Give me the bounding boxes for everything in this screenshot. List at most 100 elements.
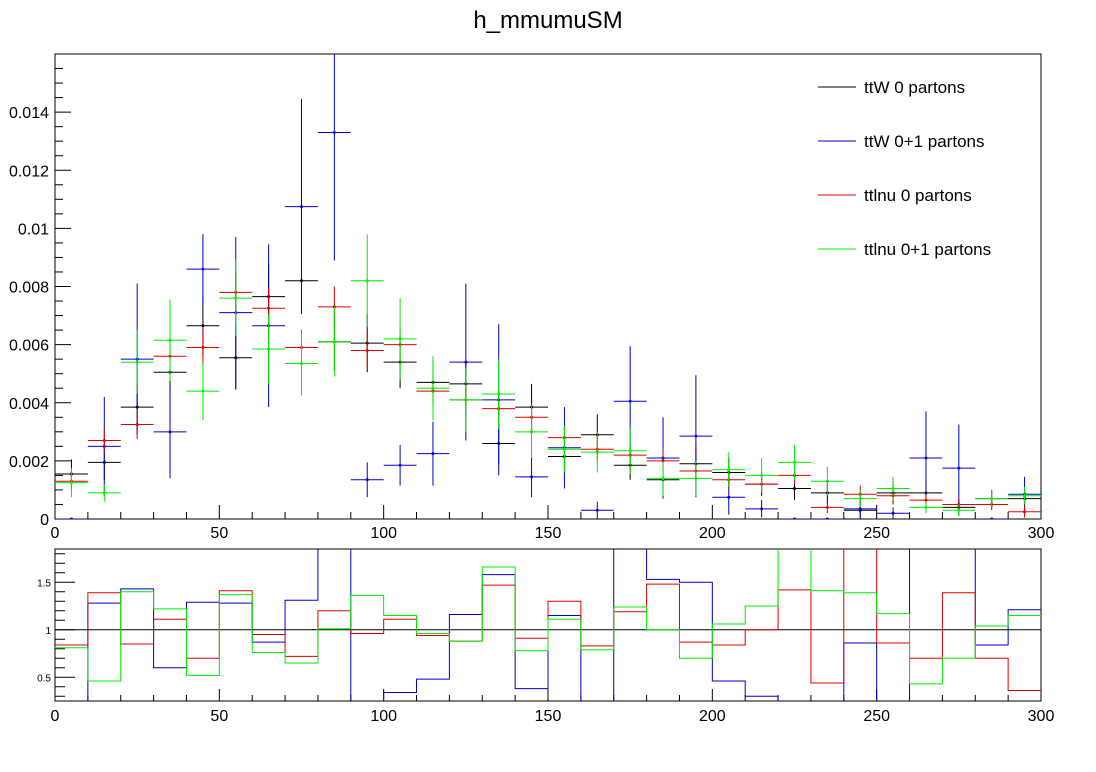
y-tick-label: 0.008 [9,280,49,297]
data-point [793,517,796,519]
ratio-x-tick-label: 100 [370,708,397,725]
data-point [168,338,172,342]
data-point [760,473,764,477]
data-point [530,430,534,434]
ratio-x-tick-label: 300 [1028,708,1055,725]
x-tick-label: 200 [699,525,726,542]
data-point [300,205,303,209]
data-point [891,511,895,515]
main-series-group [55,54,1041,519]
data-point [234,296,238,300]
ratio-y-tick-label: 1.5 [37,578,51,589]
data-point [431,452,435,456]
data-point [365,279,369,283]
data-point [858,497,862,501]
data-point [267,347,271,351]
data-point [267,306,271,310]
ratio-y-tick-label: 1 [45,626,51,637]
x-tick-label: 150 [535,525,562,542]
data-point [694,476,698,480]
data-point [793,460,796,464]
data-point [102,491,106,495]
legend-label: ttlnu 0 partons [864,186,972,205]
x-tick-label: 50 [210,525,228,542]
data-point [69,517,73,519]
ratio-y-tick-label: 0.5 [37,673,51,684]
data-point [760,507,764,511]
data-point [694,434,698,438]
data-point [201,346,205,350]
data-point [69,481,73,485]
data-point [628,399,632,403]
data-point [628,449,632,453]
y-tick-label: 0.01 [18,221,49,238]
ratio-x-tick-label: 200 [699,708,726,725]
legend-label: ttW 0 partons [864,78,965,97]
ratio-step-series [55,549,1041,685]
data-point [497,392,501,396]
y-tick-label: 0.002 [9,454,49,471]
data-point [201,324,205,328]
data-point [990,497,994,501]
data-point [365,348,369,352]
data-point [858,507,862,511]
y-tick-label: 0.006 [9,338,49,355]
legend: ttW 0 partons ttW 0+1 partons ttlnu 0 part… [818,78,991,259]
ratio-series-group [55,549,1041,701]
y-tick-label: 0.012 [9,163,49,180]
data-point [135,360,139,364]
ratio-x-tick-label: 150 [535,708,562,725]
data-point [365,478,369,482]
data-point [398,463,402,467]
x-tick-label: 250 [863,525,890,542]
data-point [168,430,172,434]
data-point [332,130,336,134]
x-tick-label: 300 [1028,525,1055,542]
data-point [924,456,928,460]
y-tick-label: 0 [40,512,49,529]
chart-title: h_mmumuSM [473,7,622,34]
data-point [464,398,468,402]
x-tick-label: 100 [370,525,397,542]
data-point [1023,494,1027,498]
data-point [300,362,303,366]
data-point [398,337,402,341]
data-point [102,439,106,443]
data-point [990,517,994,519]
data-point [332,340,336,344]
ratio-x-tick-label: 50 [210,708,228,725]
main-plot-panel: 0 0.002 0.004 0.006 0.008 0.01 0.012 0.014 0 50 10… [9,53,1055,542]
data-point [1023,510,1027,514]
data-point [825,517,829,519]
data-point [957,466,961,470]
y-tick-label: 0.014 [9,105,49,122]
data-point [793,486,796,490]
data-point [891,486,895,490]
data-point [727,468,731,472]
ratio-x-tick-label: 0 [51,708,60,725]
legend-label: ttlnu 0+1 partons [864,240,991,259]
data-point [464,360,468,364]
y-tick-label: 0.004 [9,396,49,413]
ratio-plot-panel: 0.5 1 1.5 0 50 100 150 200 250 300 [37,548,1055,725]
data-point [595,450,599,454]
data-point [924,505,928,509]
ratio-x-tick-label: 250 [863,708,890,725]
data-point [201,267,205,271]
x-tick-label: 0 [51,525,60,542]
data-point [562,447,566,451]
data-point [530,475,534,479]
data-point [661,476,665,480]
data-point [201,389,205,393]
data-point [957,508,961,512]
data-point [431,386,435,390]
series-ttlnu-0-1-partons [55,234,1041,517]
data-point [135,423,139,427]
data-point [924,498,928,502]
data-point [727,495,731,499]
data-point [595,508,599,512]
data-point [825,479,829,483]
data-point [825,505,829,509]
legend-label: ttW 0+1 partons [864,132,984,151]
